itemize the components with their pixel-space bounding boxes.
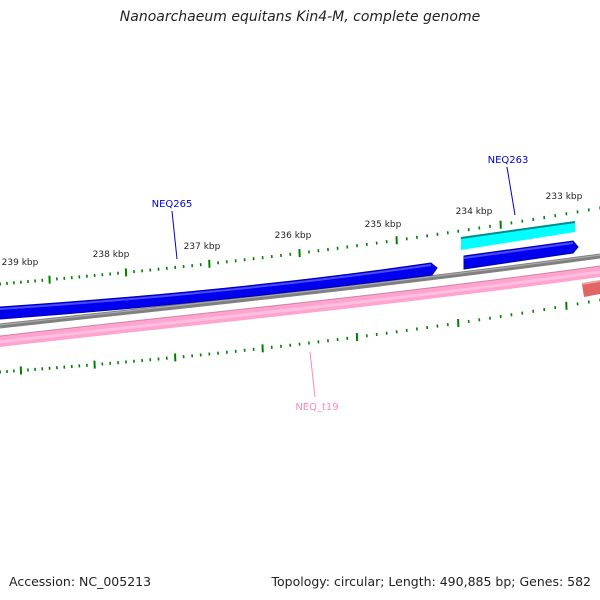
genome-backbone-shine <box>0 254 600 326</box>
genome-summary-text: Topology: circular; Length: 490,885 bp; … <box>271 574 592 589</box>
scale-label-237kbp: 237 kbp <box>184 242 221 252</box>
neq265-leader-line <box>171 210 178 260</box>
trna-track-band <box>0 266 600 347</box>
cyan-feature-edge <box>460 221 576 239</box>
trna-track-edge <box>0 265 600 337</box>
gene-label-neq265: NEQ265 <box>152 199 193 210</box>
cds-neq263-shine <box>463 242 574 259</box>
red-feature-right-edge <box>581 280 600 285</box>
map-title: Nanoarchaeum equitans Kin4-M, complete g… <box>119 9 481 25</box>
red-feature-right <box>582 281 600 297</box>
trna-track-highlight <box>0 270 600 344</box>
accession-text: Accession: NC_005213 <box>9 574 152 589</box>
gene-label-neq263: NEQ263 <box>488 155 529 166</box>
cds-neq263-arrow <box>463 240 579 270</box>
outer-tick-marks <box>0 206 600 286</box>
neq263-leader-line <box>506 166 516 216</box>
neq-t19-leader-line <box>309 351 316 398</box>
cyan-feature <box>461 222 575 250</box>
scale-label-236kbp: 236 kbp <box>275 231 312 241</box>
gene-label-neq-t19: NEQ_t19 <box>295 402 338 413</box>
cds-neq265-shine <box>0 264 432 310</box>
scale-label-234kbp: 234 kbp <box>456 207 493 217</box>
scale-label-239kbp: 239 kbp <box>2 258 39 268</box>
genome-backbone <box>0 253 600 329</box>
scale-label-238kbp: 238 kbp <box>93 250 130 260</box>
scale-label-233kbp: 233 kbp <box>546 192 583 202</box>
scale-label-235kbp: 235 kbp <box>365 220 402 230</box>
inner-tick-marks <box>0 298 600 375</box>
